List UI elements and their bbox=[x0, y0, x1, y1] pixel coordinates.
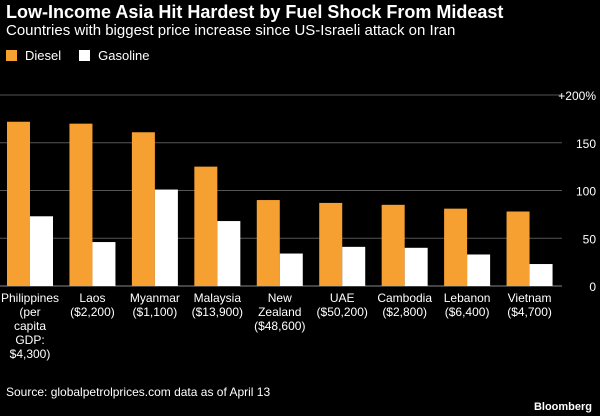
x-tick-label-line: ($48,600) bbox=[254, 319, 305, 333]
x-tick-label-line: Zealand bbox=[258, 305, 301, 319]
chart-subtitle: Countries with biggest price increase si… bbox=[6, 22, 456, 39]
legend-swatch-diesel bbox=[6, 50, 17, 61]
bar-gasoline bbox=[279, 253, 303, 286]
y-tick-label: 50 bbox=[583, 232, 597, 246]
bar-diesel bbox=[381, 204, 405, 286]
x-tick-label-line: Lebanon bbox=[444, 291, 491, 305]
y-tick-label: 150 bbox=[576, 137, 596, 151]
bar-gasoline bbox=[529, 264, 553, 286]
x-tick-label-line: ($50,200) bbox=[317, 305, 368, 319]
y-tick-label: 0 bbox=[589, 280, 596, 294]
legend-item-gasoline: Gasoline bbox=[79, 48, 149, 63]
bar-diesel bbox=[444, 208, 468, 286]
legend-swatch-gasoline bbox=[79, 50, 91, 61]
x-tick-label: Philippines (per capita GDP: $4,300) bbox=[1, 291, 59, 361]
bar-gasoline bbox=[30, 216, 53, 286]
legend-label-gasoline: Gasoline bbox=[98, 48, 150, 63]
x-tick-label-line: ($2,800) bbox=[382, 305, 427, 319]
x-tick-label-line: Philippines bbox=[1, 291, 59, 305]
x-tick-label: New Zealand ($48,600) bbox=[254, 291, 305, 333]
bar-diesel bbox=[256, 200, 280, 286]
x-tick-label-line: Cambodia bbox=[377, 291, 432, 305]
x-tick-label-line: Laos bbox=[79, 291, 105, 305]
chart-title: Low-Income Asia Hit Hardest by Fuel Shoc… bbox=[6, 2, 504, 22]
bar-gasoline bbox=[217, 221, 241, 286]
bar-diesel bbox=[7, 121, 30, 287]
x-tick-label-line: New bbox=[268, 291, 292, 305]
x-tick-label-line: Vietnam bbox=[508, 291, 552, 305]
x-tick-label-line: capita bbox=[14, 319, 46, 333]
x-tick-label-line: ($2,200) bbox=[70, 305, 115, 319]
bar-diesel bbox=[131, 132, 155, 286]
legend-label-diesel: Diesel bbox=[25, 48, 62, 63]
source-note: Source: globalpetrolprices.com data as o… bbox=[6, 385, 271, 399]
x-tick-label: Malaysia ($13,900) bbox=[192, 291, 243, 319]
x-tick-label-line: ($13,900) bbox=[192, 305, 243, 319]
bar-diesel bbox=[319, 202, 343, 286]
x-tick-label: UAE ($50,200) bbox=[317, 291, 368, 319]
x-tick-label: Myanmar ($1,100) bbox=[130, 291, 180, 319]
legend-item-diesel: Diesel bbox=[6, 48, 61, 63]
x-tick-label-line: ($4,700) bbox=[507, 305, 552, 319]
bar-gasoline bbox=[92, 242, 116, 286]
x-tick-label-line: ($6,400) bbox=[445, 305, 490, 319]
bar-gasoline bbox=[154, 189, 178, 286]
x-tick-label-line: Myanmar bbox=[130, 291, 180, 305]
x-tick-label: Laos ($2,200) bbox=[70, 291, 115, 319]
x-tick-label: Vietnam ($4,700) bbox=[507, 291, 552, 319]
bar-diesel bbox=[506, 211, 530, 286]
x-tick-label-line: Malaysia bbox=[194, 291, 242, 305]
x-tick-label-line: ($1,100) bbox=[133, 305, 178, 319]
y-tick-label: +200% bbox=[558, 89, 596, 103]
x-tick-label-line: $4,300) bbox=[10, 347, 51, 361]
y-tick-label: 100 bbox=[576, 185, 596, 199]
bar-gasoline bbox=[342, 246, 366, 286]
x-tick-label-line: GDP: bbox=[15, 333, 44, 347]
bar-gasoline bbox=[404, 247, 428, 286]
legend: Diesel Gasoline bbox=[6, 48, 167, 63]
bloomberg-logo: Bloomberg bbox=[533, 401, 592, 413]
bar-gasoline bbox=[467, 254, 491, 286]
x-tick-label-line: (per bbox=[19, 305, 40, 319]
bar-diesel bbox=[194, 166, 218, 286]
bar-chart: 0 50 100 150 +200% Philippines (per capita GDP: $… bbox=[0, 89, 597, 361]
x-tick-label-line: UAE bbox=[330, 291, 355, 305]
x-tick-label: Cambodia ($2,800) bbox=[377, 291, 432, 319]
x-tick-label: Lebanon ($6,400) bbox=[444, 291, 491, 319]
bar-diesel bbox=[69, 123, 93, 287]
